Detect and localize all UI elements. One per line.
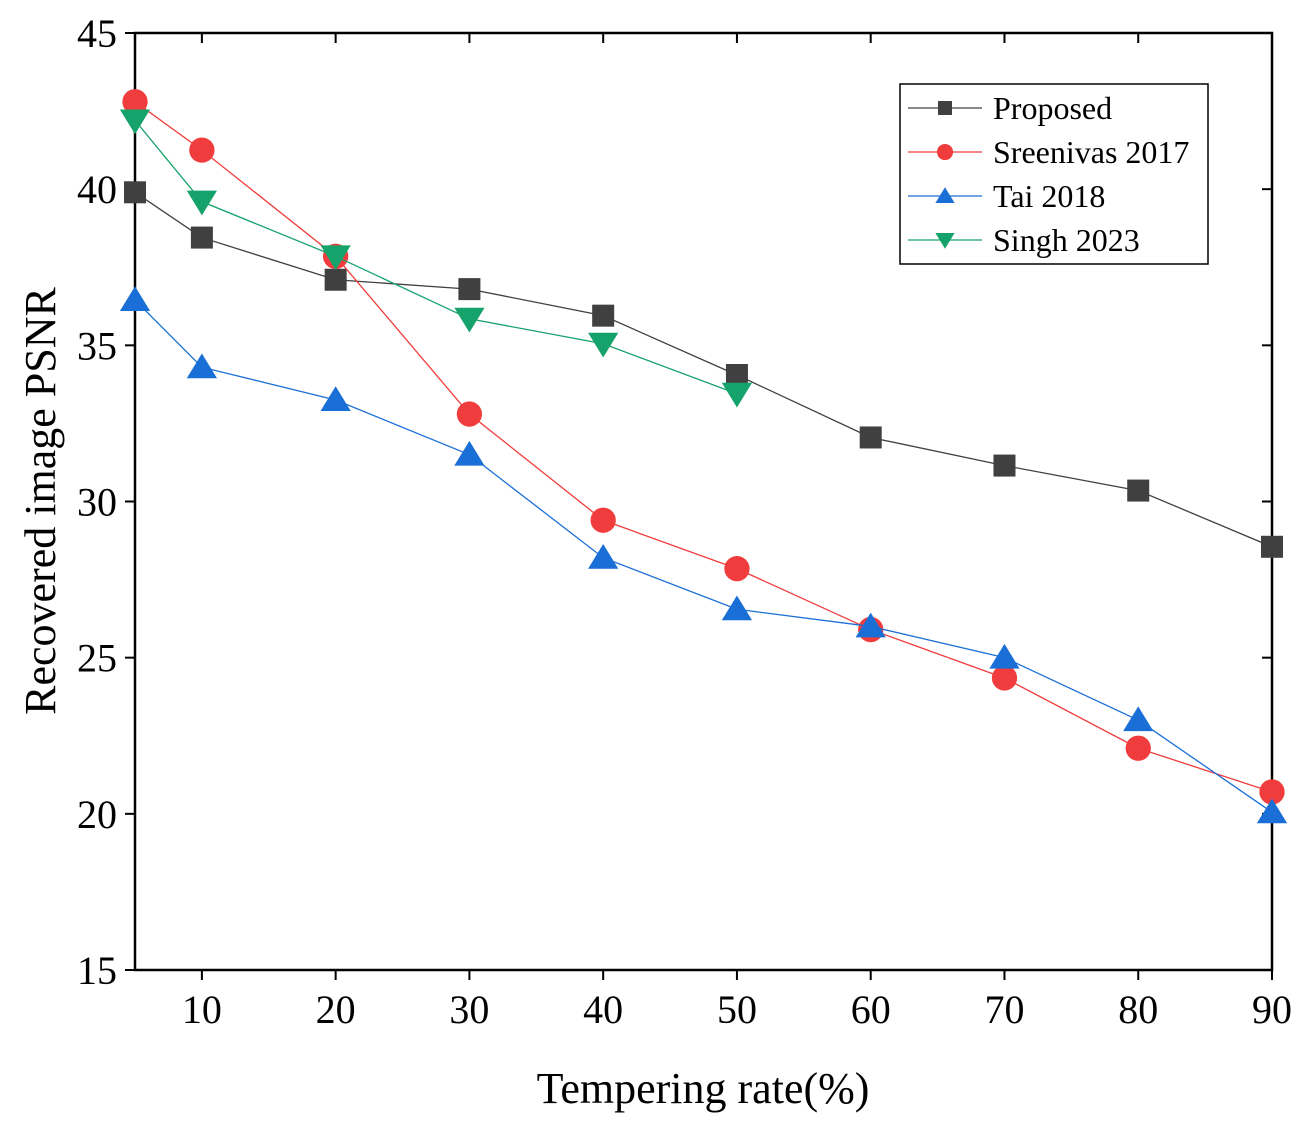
data-point — [454, 307, 485, 333]
series-layer — [119, 89, 1288, 824]
data-point — [124, 181, 146, 204]
y-tick-label: 15 — [77, 948, 117, 993]
series-line — [134, 299, 1273, 813]
data-point — [1256, 798, 1288, 824]
series-sreenivas-2017 — [122, 89, 1285, 805]
data-point — [725, 364, 748, 387]
data-point — [588, 543, 619, 569]
data-point — [119, 109, 151, 135]
data-point — [1259, 779, 1285, 805]
legend-item: Sreenivas 2017 — [908, 134, 1189, 170]
series-singh-2023 — [119, 109, 753, 408]
data-point — [590, 507, 616, 533]
data-point — [454, 440, 485, 466]
x-tick-label: 60 — [851, 987, 891, 1032]
legend-marker — [935, 233, 955, 249]
x-tick-label: 50 — [717, 987, 757, 1032]
legend-item: Singh 2023 — [908, 222, 1140, 258]
x-axis-title: Tempering rate(%) — [537, 1064, 870, 1113]
data-point — [1125, 735, 1151, 761]
x-tick-label: 20 — [316, 987, 356, 1032]
x-tick-label: 10 — [182, 987, 222, 1032]
data-point — [721, 382, 753, 408]
data-point — [1261, 535, 1283, 558]
legend-marker — [936, 143, 954, 161]
data-point — [186, 190, 218, 216]
data-point — [320, 245, 351, 271]
data-point — [119, 286, 151, 312]
y-axis-title: Recovered image PSNR — [16, 287, 65, 715]
data-point — [456, 401, 483, 427]
data-point — [855, 612, 886, 638]
data-point — [989, 643, 1020, 669]
axis-ticks: 10 20 30 40 50 60 70 80 90 15 20 25 30 35 40 45 — [77, 11, 1292, 1032]
legend-item: Tai 2018 — [908, 178, 1105, 214]
series-line — [134, 120, 738, 395]
y-tick-label: 35 — [77, 323, 117, 368]
y-tick-label: 45 — [77, 11, 117, 56]
series-proposed — [124, 181, 1283, 558]
data-point — [324, 268, 347, 291]
data-point — [190, 226, 213, 249]
series-line — [134, 191, 1273, 548]
data-point — [588, 332, 619, 358]
legend-item: Proposed — [908, 90, 1112, 126]
y-tick-label: 25 — [77, 636, 117, 681]
data-point — [993, 454, 1016, 477]
data-point — [320, 386, 351, 411]
legend-marker — [938, 101, 952, 115]
x-tick-label: 80 — [1118, 987, 1158, 1032]
legend-label: Singh 2023 — [993, 222, 1140, 258]
x-tick-label: 40 — [583, 987, 623, 1032]
series-tai-2018 — [119, 286, 1288, 824]
data-point — [724, 556, 750, 582]
data-point — [859, 426, 882, 449]
series-line — [134, 101, 1273, 793]
x-tick-label: 70 — [984, 987, 1024, 1032]
x-tick-label: 90 — [1252, 987, 1292, 1032]
data-point — [721, 595, 753, 621]
data-point — [122, 89, 148, 115]
y-tick-label: 40 — [77, 167, 117, 212]
x-tick-label: 30 — [449, 987, 489, 1032]
y-tick-label: 30 — [77, 480, 117, 525]
data-point — [189, 137, 215, 163]
legend: Proposed Sreenivas 2017 Tai 2018 Singh 2023 — [899, 83, 1209, 265]
data-point — [1123, 706, 1154, 732]
y-tick-label: 20 — [77, 792, 117, 837]
legend-label: Sreenivas 2017 — [993, 134, 1189, 170]
legend-items: Proposed Sreenivas 2017 Tai 2018 Singh 2023 — [908, 90, 1189, 258]
data-point — [458, 278, 481, 301]
data-point — [1127, 479, 1150, 502]
data-point — [186, 353, 218, 379]
legend-label: Tai 2018 — [993, 178, 1105, 214]
data-point — [592, 304, 615, 327]
legend-marker — [935, 187, 955, 203]
data-point — [991, 665, 1018, 691]
legend-label: Proposed — [993, 90, 1112, 126]
